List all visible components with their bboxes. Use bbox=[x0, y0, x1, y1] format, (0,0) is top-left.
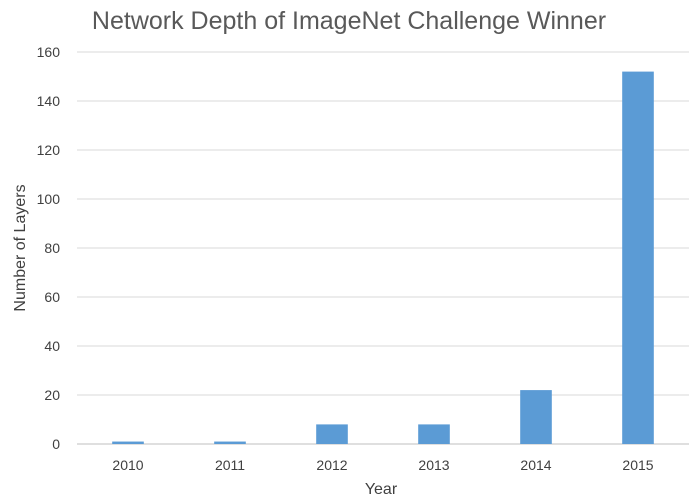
x-axis-title: Year bbox=[365, 481, 398, 498]
x-tick-label: 2011 bbox=[215, 457, 245, 473]
bar-2012 bbox=[316, 424, 348, 444]
y-tick-label: 120 bbox=[37, 142, 61, 158]
bar-2014 bbox=[520, 390, 552, 444]
y-tick-label: 60 bbox=[44, 289, 60, 305]
x-tick-label: 2015 bbox=[622, 457, 653, 473]
x-tick-label: 2010 bbox=[112, 457, 143, 473]
bar-2011 bbox=[214, 441, 246, 444]
bars bbox=[112, 71, 654, 444]
y-tick-label: 160 bbox=[37, 44, 61, 60]
y-tick-label: 100 bbox=[37, 191, 61, 207]
gridlines bbox=[77, 51, 689, 445]
bar-2015 bbox=[622, 71, 654, 444]
y-tick-label: 0 bbox=[52, 436, 60, 452]
x-tick-label: 2013 bbox=[418, 457, 449, 473]
y-tick-label: 40 bbox=[44, 338, 60, 354]
bar-2013 bbox=[418, 424, 450, 444]
y-axis-ticks: 0 20 40 60 80 100 120 140 160 bbox=[37, 44, 61, 452]
chart-title: Network Depth of ImageNet Challenge Winn… bbox=[92, 7, 606, 35]
x-axis-ticks: 2010 2011 2012 2013 2014 2015 bbox=[112, 457, 653, 473]
x-tick-label: 2014 bbox=[520, 457, 551, 473]
bar-2010 bbox=[112, 441, 144, 444]
y-tick-label: 140 bbox=[37, 93, 61, 109]
y-tick-label: 20 bbox=[44, 387, 60, 403]
y-axis-title: Number of Layers bbox=[12, 184, 29, 311]
x-tick-label: 2012 bbox=[316, 457, 347, 473]
y-tick-label: 80 bbox=[44, 240, 60, 256]
